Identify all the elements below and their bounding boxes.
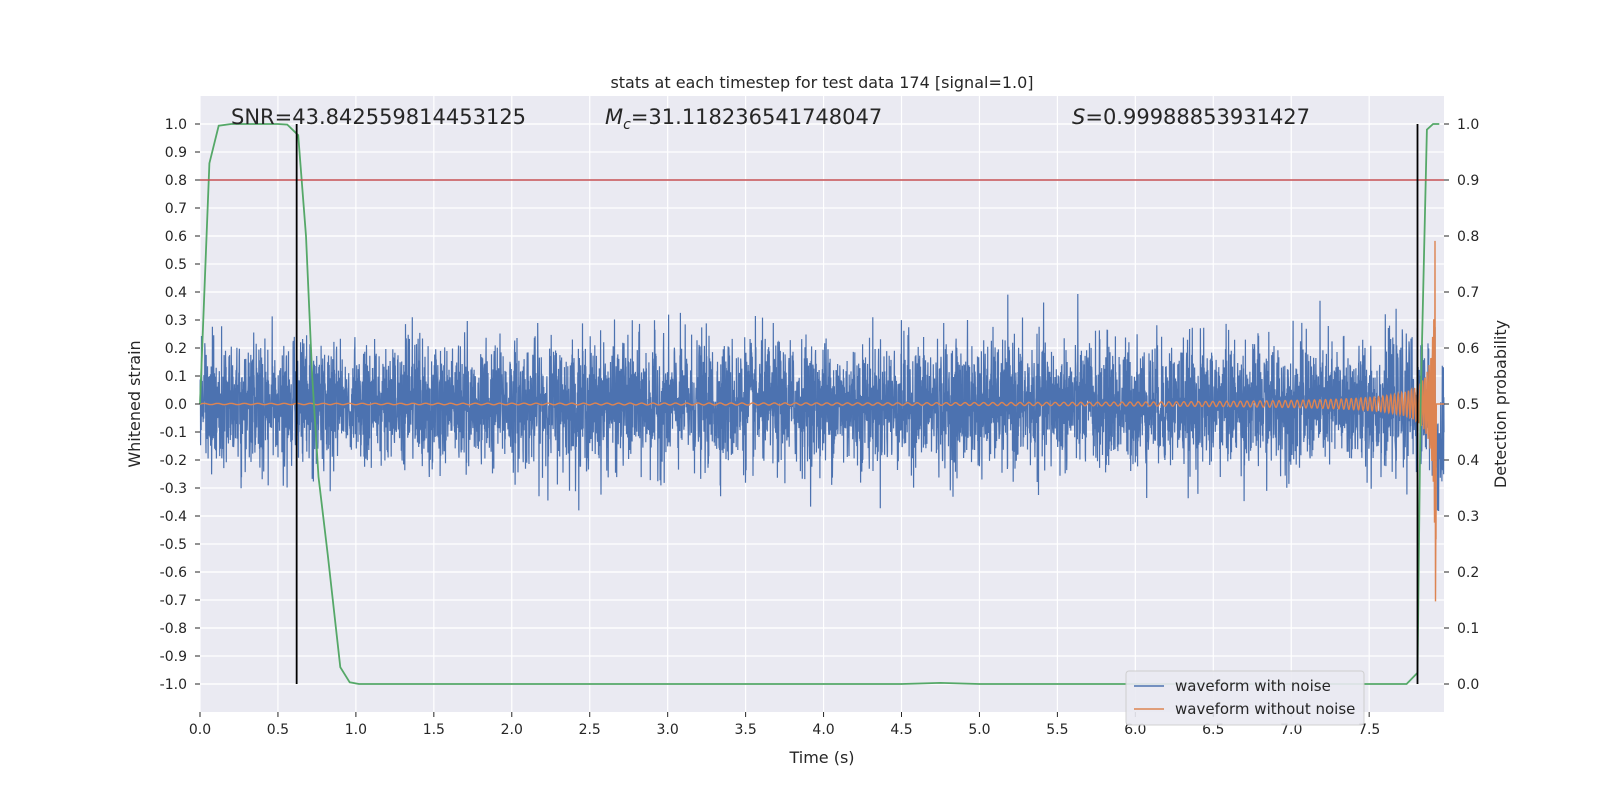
s-annotation: S=0.99988853931427: [1072, 105, 1310, 129]
x-tick-label: 7.0: [1280, 722, 1302, 738]
y-tick-label: 1.0: [165, 117, 187, 133]
legend-label-noise: waveform with noise: [1175, 677, 1331, 695]
x-tick-label: 4.5: [890, 722, 912, 738]
y-tick-label: 0.2: [165, 341, 187, 357]
axes: 0.0 0.5 1.0 1.5 2.0 2.5 3.0 3.5 4.0 4.5 5.0 5.5 6.0 6…: [160, 117, 1480, 738]
y-tick-label: -0.2: [160, 453, 187, 469]
x-tick-label: 2.5: [579, 722, 601, 738]
x-tick-label: 3.5: [734, 722, 756, 738]
legend-label-clean: waveform without noise: [1175, 700, 1355, 718]
chart-title: stats at each timestep for test data 174…: [610, 73, 1033, 92]
y-tick-label: -0.3: [160, 481, 187, 497]
x-tick-label: 1.0: [345, 722, 367, 738]
y2-tick-label: 0.1: [1457, 621, 1479, 637]
y-tick-label: 0.4: [165, 285, 187, 301]
chirp-mass-symbol: M: [605, 105, 623, 129]
y-tick-label: 0.9: [165, 145, 187, 161]
x-tick-label: 0.5: [267, 722, 289, 738]
x-tick-label: 0.0: [189, 722, 211, 738]
series-detection-probability: [199, 123, 1440, 685]
y-tick-label: 0.7: [165, 201, 187, 217]
x-tick-label: 6.5: [1202, 722, 1224, 738]
y2-tick-label: 0.8: [1457, 229, 1479, 245]
y-tick-label: -0.5: [160, 537, 187, 553]
y2-tick-label: 0.2: [1457, 565, 1479, 581]
y-tick-label: 0.8: [165, 173, 187, 189]
y2-axis-title: Detection probability: [1491, 320, 1510, 488]
y2-tick-label: 0.7: [1457, 285, 1479, 301]
y-tick-label: -0.6: [160, 565, 187, 581]
y-tick-label: -0.9: [160, 649, 187, 665]
y-tick-label: -0.4: [160, 509, 187, 525]
y-tick-label: 0.0: [165, 397, 187, 413]
y2-tick-label: 0.4: [1457, 453, 1479, 469]
x-tick-label: 6.0: [1124, 722, 1146, 738]
series-waveform-with-noise: [199, 293, 1445, 511]
plot-area: [199, 123, 1445, 685]
legend-box: [1125, 670, 1365, 726]
y-tick-label: -0.7: [160, 593, 187, 609]
y2-tick-label: 1.0: [1457, 117, 1479, 133]
y-tick-label: 0.5: [165, 257, 187, 273]
y-tick-label: 0.3: [165, 313, 187, 329]
snr-annotation: SNR=43.842559814453125: [231, 105, 526, 129]
y-tick-label: -1.0: [160, 677, 187, 693]
y-tick-label: -0.8: [160, 621, 187, 637]
x-tick-label: 5.0: [968, 722, 990, 738]
legend: waveform with noise waveform without noi…: [1125, 670, 1365, 726]
s-symbol: S: [1072, 105, 1085, 129]
y2-tick-label: 0.9: [1457, 173, 1479, 189]
y2-tick-label: 0.6: [1457, 341, 1479, 357]
x-tick-label: 1.5: [423, 722, 445, 738]
chirp-mass-value: =31.118236541748047: [631, 105, 882, 129]
y2-tick-label: 0.3: [1457, 509, 1479, 525]
x-tick-label: 2.0: [501, 722, 523, 738]
x-tick-label: 4.0: [812, 722, 834, 738]
y-axis-title: Whitened strain: [125, 340, 144, 467]
y-tick-label: 0.6: [165, 229, 187, 245]
chirp-mass-subscript: c: [623, 117, 631, 133]
y-tick-label: 0.1: [165, 369, 187, 385]
chirp-mass-annotation: Mc=31.118236541748047: [605, 105, 882, 133]
y2-tick-label: 0.5: [1457, 397, 1479, 413]
x-tick-label: 5.5: [1046, 722, 1068, 738]
x-tick-label: 3.0: [657, 722, 679, 738]
x-tick-label: 7.5: [1358, 722, 1380, 738]
x-axis-title: Time (s): [788, 748, 854, 767]
s-value: =0.99988853931427: [1085, 105, 1310, 129]
y-tick-label: -0.1: [160, 425, 187, 441]
y2-tick-label: 0.0: [1457, 677, 1479, 693]
series-waveform-without-noise: [199, 240, 1444, 602]
